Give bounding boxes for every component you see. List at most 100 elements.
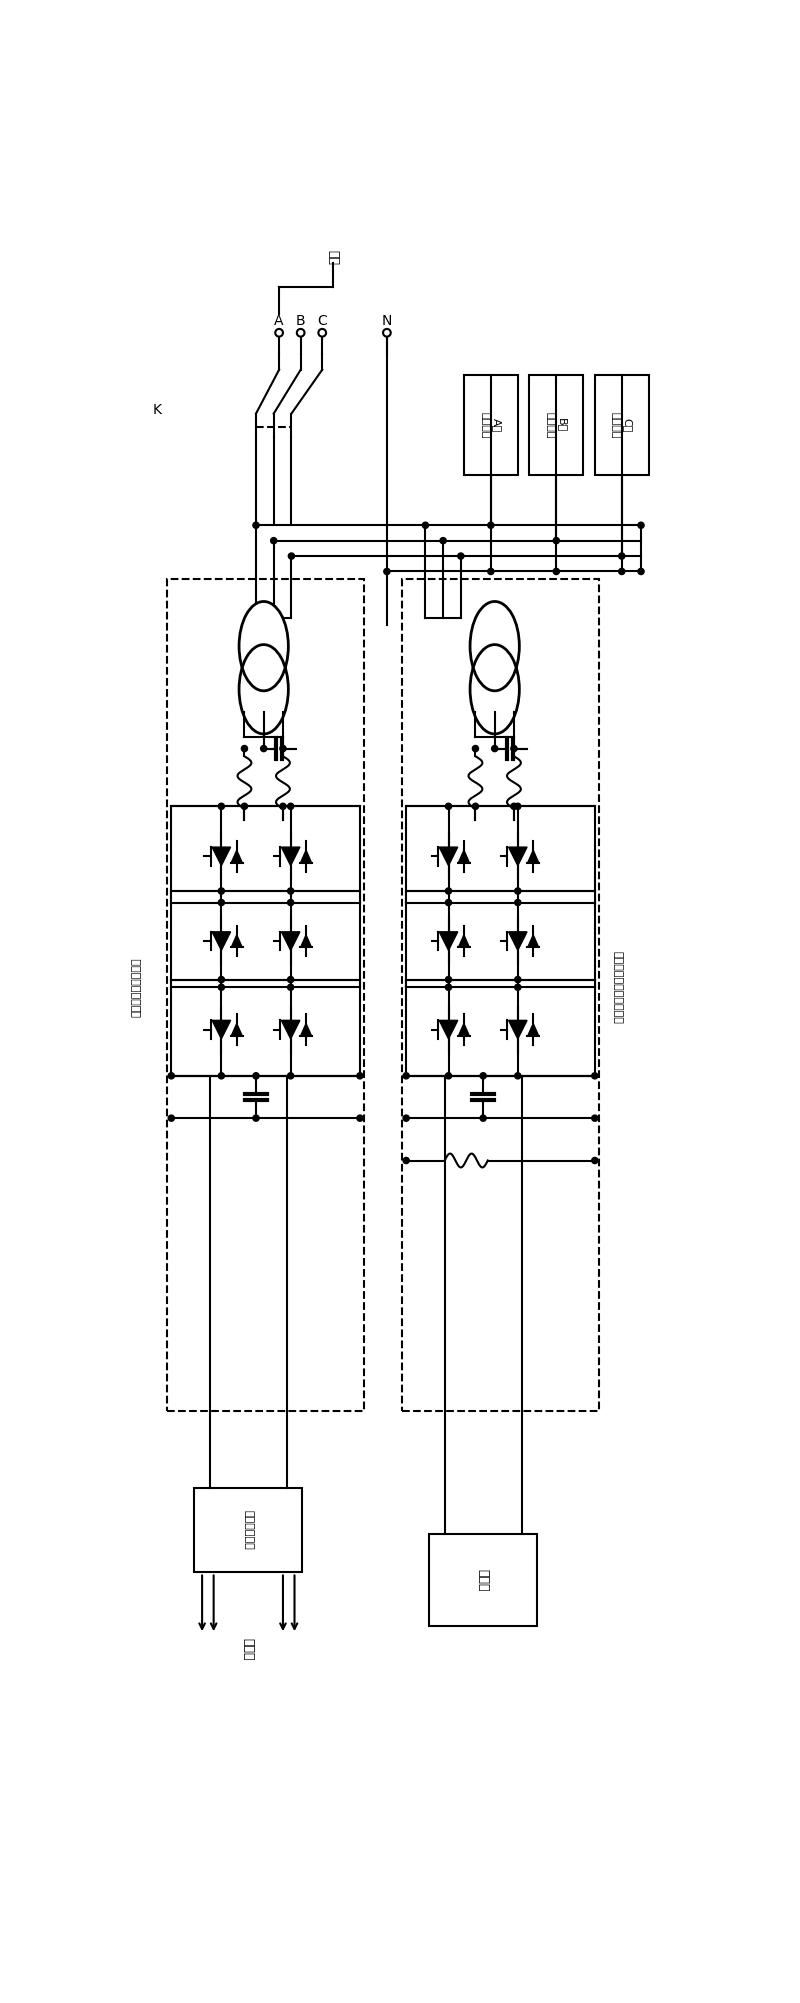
Text: 光伏并网功率变换器: 光伏并网功率变换器	[132, 957, 142, 1018]
Circle shape	[446, 1074, 451, 1080]
Circle shape	[514, 983, 521, 989]
Polygon shape	[231, 849, 242, 863]
Bar	[406, 891, 595, 987]
Circle shape	[480, 1074, 486, 1080]
Circle shape	[218, 1074, 225, 1080]
Circle shape	[638, 569, 644, 575]
Circle shape	[403, 1158, 410, 1164]
Circle shape	[511, 803, 517, 809]
Circle shape	[422, 523, 429, 529]
Polygon shape	[282, 931, 300, 949]
Circle shape	[554, 537, 559, 543]
Polygon shape	[458, 1024, 470, 1036]
Polygon shape	[231, 1024, 242, 1036]
Circle shape	[514, 977, 521, 983]
Circle shape	[514, 887, 521, 893]
Circle shape	[472, 745, 478, 751]
Circle shape	[218, 899, 225, 905]
Ellipse shape	[318, 328, 326, 337]
Bar	[194, 1488, 302, 1572]
Text: 电网: 电网	[326, 250, 339, 264]
Circle shape	[446, 977, 451, 983]
Circle shape	[218, 977, 225, 983]
Circle shape	[218, 983, 225, 989]
Bar	[464, 375, 518, 475]
Polygon shape	[212, 931, 230, 949]
Circle shape	[488, 523, 494, 529]
Circle shape	[253, 523, 259, 529]
Polygon shape	[301, 1024, 311, 1036]
Circle shape	[168, 1116, 174, 1122]
Text: N: N	[382, 314, 392, 328]
Text: 蓄电池: 蓄电池	[477, 1568, 490, 1592]
Circle shape	[242, 745, 247, 751]
Circle shape	[446, 887, 451, 893]
Polygon shape	[231, 935, 242, 947]
Polygon shape	[301, 935, 311, 947]
Circle shape	[261, 745, 266, 751]
Bar	[171, 979, 360, 1076]
Text: 太阳能: 太阳能	[242, 1638, 254, 1660]
Circle shape	[511, 745, 517, 751]
Polygon shape	[528, 849, 538, 863]
Polygon shape	[509, 847, 527, 865]
Circle shape	[480, 1116, 486, 1122]
Circle shape	[592, 1074, 598, 1080]
Circle shape	[384, 569, 390, 575]
Circle shape	[218, 803, 225, 809]
Circle shape	[287, 1074, 294, 1080]
Circle shape	[492, 745, 498, 751]
Circle shape	[287, 803, 294, 809]
Circle shape	[280, 745, 286, 751]
Circle shape	[287, 977, 294, 983]
Circle shape	[618, 553, 625, 559]
Ellipse shape	[275, 328, 283, 337]
Circle shape	[554, 569, 559, 575]
Polygon shape	[458, 935, 470, 947]
Bar	[594, 375, 649, 475]
Bar	[430, 1534, 537, 1626]
Ellipse shape	[383, 328, 390, 337]
Text: B: B	[296, 314, 306, 328]
Polygon shape	[212, 847, 230, 865]
Circle shape	[440, 537, 446, 543]
Bar	[406, 807, 595, 903]
Circle shape	[357, 1116, 363, 1122]
Polygon shape	[509, 1020, 527, 1040]
Polygon shape	[439, 931, 458, 949]
Circle shape	[488, 569, 494, 575]
Circle shape	[403, 1074, 410, 1080]
Bar	[167, 579, 364, 1410]
Circle shape	[514, 899, 521, 905]
Circle shape	[592, 1116, 598, 1122]
Polygon shape	[509, 931, 527, 949]
Circle shape	[446, 899, 451, 905]
Text: 太阳能电池板: 太阳能电池板	[243, 1510, 254, 1550]
Circle shape	[592, 1158, 598, 1164]
Polygon shape	[282, 847, 300, 865]
Text: 蓄电池充放焵功率变换器: 蓄电池充放焵功率变换器	[613, 951, 623, 1024]
Circle shape	[287, 887, 294, 893]
Circle shape	[514, 803, 521, 809]
Circle shape	[357, 1074, 363, 1080]
Circle shape	[270, 537, 277, 543]
Circle shape	[168, 1074, 174, 1080]
Circle shape	[458, 553, 464, 559]
Circle shape	[638, 523, 644, 529]
Circle shape	[618, 569, 625, 575]
Polygon shape	[528, 1024, 538, 1036]
Circle shape	[288, 553, 294, 559]
Bar	[406, 979, 595, 1076]
Circle shape	[446, 803, 451, 809]
Circle shape	[287, 983, 294, 989]
Circle shape	[280, 803, 286, 809]
Polygon shape	[439, 847, 458, 865]
Circle shape	[287, 899, 294, 905]
Text: A: A	[274, 314, 284, 328]
Polygon shape	[301, 849, 311, 863]
Polygon shape	[458, 849, 470, 863]
Circle shape	[446, 983, 451, 989]
Polygon shape	[528, 935, 538, 947]
Circle shape	[514, 1074, 521, 1080]
Circle shape	[242, 803, 247, 809]
